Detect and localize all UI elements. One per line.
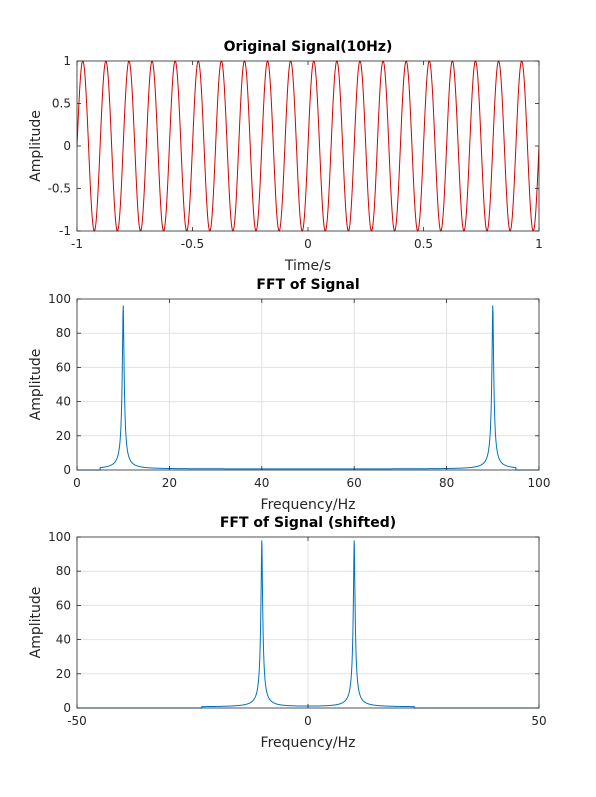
chart-title: FFT of Signal (shifted) — [220, 515, 396, 531]
y-tick-label: 60 — [56, 598, 71, 612]
y-tick-label: 0 — [63, 463, 71, 477]
y-tick-label: 100 — [48, 530, 71, 544]
chart-title: FFT of Signal — [256, 277, 359, 293]
x-tick-label: 0 — [73, 476, 81, 490]
y-tick-label: 80 — [56, 326, 71, 340]
y-tick-label: 1 — [63, 54, 71, 68]
y-axis-label: Amplitude — [28, 110, 44, 182]
x-tick-label: 0.5 — [414, 237, 433, 251]
y-tick-label: 20 — [56, 429, 71, 443]
series-line-1 — [77, 60, 539, 232]
chart-title: Original Signal(10Hz) — [224, 39, 393, 55]
y-tick-label: 60 — [56, 360, 71, 374]
x-axis-label: Frequency/Hz — [261, 735, 356, 751]
x-tick-label: 100 — [528, 476, 551, 490]
x-axis-label: Time/s — [284, 258, 331, 274]
y-tick-label: 0 — [63, 139, 71, 153]
y-tick-label: 80 — [56, 564, 71, 578]
y-axis-label: Amplitude — [28, 349, 44, 421]
y-tick-label: 0.5 — [52, 97, 71, 111]
x-axis-label: Frequency/Hz — [261, 497, 356, 513]
y-axis-label: Amplitude — [28, 587, 44, 659]
y-tick-label: 0 — [63, 701, 71, 715]
y-tick-label: 20 — [56, 667, 71, 681]
x-tick-label: 0 — [304, 714, 312, 728]
y-tick-label: 40 — [56, 633, 71, 647]
x-tick-label: 50 — [531, 714, 546, 728]
y-tick-label: 100 — [48, 292, 71, 306]
x-tick-label: 1 — [535, 237, 543, 251]
x-tick-label: -50 — [67, 714, 87, 728]
x-tick-label: -0.5 — [181, 237, 204, 251]
subplot-2: 0 20 40 60 80 100 0 20 40 60 80 100 FFT of Signal Fre… — [28, 277, 550, 513]
x-tick-label: -1 — [71, 237, 83, 251]
x-tick-label: 80 — [439, 476, 454, 490]
axes-frame — [76, 298, 540, 471]
subplot-1: -1 -0.5 0 0.5 1 -1 -0.5 0 0.5 1 Original Signal(10… — [28, 39, 543, 274]
y-tick-label: 40 — [56, 395, 71, 409]
y-tick-label: -0.5 — [48, 182, 71, 196]
series-line-1 — [77, 305, 539, 471]
y-tick-label: -1 — [59, 224, 71, 238]
x-tick-label: 20 — [162, 476, 177, 490]
plot-area — [77, 299, 539, 470]
x-tick-label: 0 — [304, 237, 312, 251]
x-tick-label: 60 — [347, 476, 362, 490]
x-tick-label: 40 — [254, 476, 269, 490]
